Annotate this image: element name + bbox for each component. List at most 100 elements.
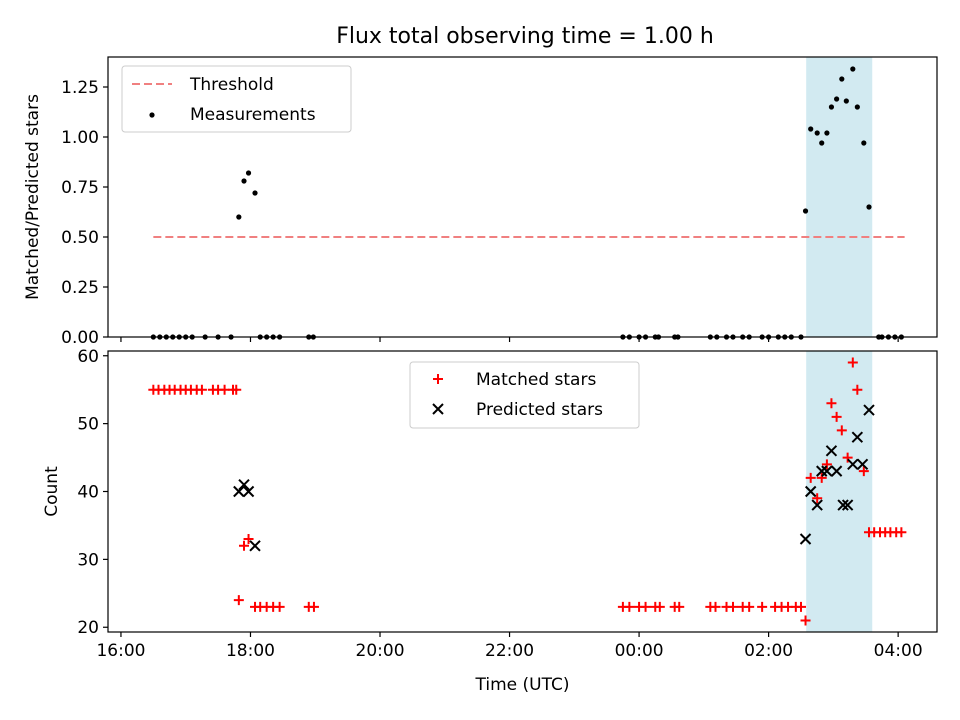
y-tick-label: 0.75 (61, 178, 99, 198)
predicted-star-point (837, 499, 849, 511)
predicted-star-point (847, 458, 859, 471)
y-tick-label: 60 (77, 347, 99, 367)
y-tick-label: 0.25 (61, 278, 99, 298)
measurement-point (834, 96, 840, 102)
predicted-star-point (863, 404, 875, 416)
bottom-panel: 20 30 40 50 60 16:00 18:00 20:00 22:00 00:00 02:00… (42, 347, 938, 695)
y-tick-label: 0.50 (61, 228, 99, 248)
measurement-point (252, 190, 258, 196)
legend-box (409, 361, 640, 429)
legend-box (121, 65, 352, 133)
measurement-point (861, 140, 867, 146)
legend-matched-swatch (433, 374, 443, 384)
matched-star-point (858, 466, 869, 477)
top-panel: 0.00 0.25 0.50 0.75 1.00 1.25 Matched/Predicte… (23, 56, 938, 348)
matched-star-point (826, 398, 837, 409)
measurement-point (808, 126, 814, 132)
matched-star-point (896, 527, 907, 538)
predicted-star-point (233, 485, 245, 498)
matched-star-point (805, 472, 816, 483)
y-axis-label: Count (42, 466, 62, 517)
chart-title: Flux total observing time = 1.00 h (336, 24, 714, 49)
matched-star-point (812, 493, 823, 504)
predicted-star-point (851, 431, 864, 443)
predicted-star-point (841, 499, 854, 511)
legend-measurement-label: Measurements (190, 105, 316, 125)
x-tick-label: 02:00 (744, 641, 793, 661)
matched-star-point (816, 472, 827, 483)
y-tick-label: 20 (77, 618, 99, 638)
matched-star-point (744, 601, 755, 612)
predicted-star-point (804, 485, 817, 498)
measurement-point (241, 178, 247, 184)
predicted-star-point (856, 458, 869, 471)
matched-star-point (852, 384, 863, 395)
matched-star-point (654, 601, 665, 612)
matched-star-point (831, 411, 842, 422)
legend-top: Threshold Measurements (121, 65, 352, 133)
y-axis-label: Matched/Predicted stars (23, 94, 43, 300)
x-tick-label: 22:00 (485, 641, 534, 661)
y-tick-label: 1.25 (61, 78, 99, 98)
measurement-point (814, 130, 820, 136)
measurement-point (236, 214, 242, 220)
matched-star-point (640, 601, 651, 612)
measurement-point (866, 204, 872, 210)
measurement-point (802, 208, 809, 214)
axes-frame (107, 56, 938, 338)
matched-star-point (821, 459, 832, 470)
y-tick-label: 30 (77, 550, 99, 570)
predicted-star-point (238, 479, 250, 491)
matched-star-point (795, 601, 806, 612)
y-tick-label: 1.00 (61, 128, 99, 148)
matched-star-point (231, 384, 242, 395)
matched-star-point (842, 452, 853, 463)
legend-bottom: Matched stars Predicted stars (409, 361, 640, 429)
matched-star-point (674, 601, 685, 612)
predicted-star-point (830, 465, 843, 477)
matched-star-point (308, 601, 319, 612)
legend-measurement-swatch (149, 112, 155, 118)
measurement-point (245, 170, 252, 176)
y-tick-label: 50 (77, 415, 99, 435)
measurement-point (850, 66, 856, 72)
y-tick-label: 40 (77, 483, 99, 503)
matched-star-point (847, 357, 858, 368)
legend-threshold-label: Threshold (189, 75, 274, 95)
matched-star-point (274, 601, 285, 612)
measurement-point (828, 104, 835, 110)
measurement-point (824, 130, 830, 136)
measurement-point (839, 76, 845, 82)
x-tick-label: 18:00 (226, 641, 275, 661)
predicted-star-point (249, 540, 261, 552)
matched-star-point (196, 384, 207, 395)
matched-star-point (800, 615, 811, 626)
x-tick-label: 20:00 (356, 641, 405, 661)
y-tick-label: 0.00 (61, 328, 99, 348)
x-tick-label: 04:00 (874, 641, 923, 661)
legend-predicted-swatch (432, 403, 444, 415)
matched-star-point (219, 384, 230, 395)
matched-star-point (233, 595, 244, 606)
legend-predicted-label: Predicted stars (476, 400, 603, 420)
predicted-star-point (799, 533, 812, 545)
matched-star-point (239, 540, 250, 551)
matched-star-point (727, 601, 738, 612)
legend-matched-label: Matched stars (476, 370, 596, 390)
predicted-star-point (821, 465, 833, 477)
highlight-span (806, 57, 873, 337)
matched-star-point (757, 601, 768, 612)
predicted-star-point (825, 445, 838, 457)
x-tick-label: 16:00 (96, 641, 145, 661)
measurement-point (854, 104, 860, 110)
matched-star-point (624, 601, 635, 612)
measurement-point (843, 98, 849, 104)
predicted-star-point (816, 465, 828, 477)
measurement-point (819, 140, 825, 146)
x-axis-label: Time (UTC) (475, 675, 570, 695)
matched-star-point (243, 534, 254, 545)
x-tick-label: 00:00 (615, 641, 664, 661)
predicted-star-point (242, 485, 255, 498)
matched-star-point (836, 425, 847, 436)
